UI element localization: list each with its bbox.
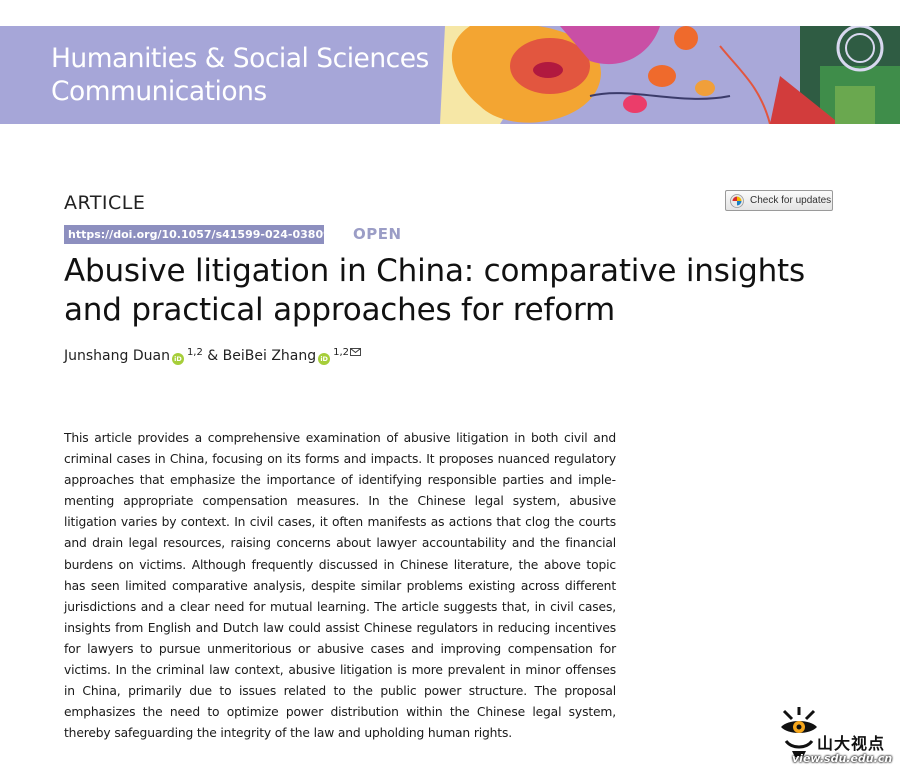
journal-banner: Humanities & Social Sciences Communicati… [0, 26, 900, 124]
journal-name-line1: Humanities & Social Sciences [51, 43, 429, 74]
check-for-updates-button[interactable]: Check for updates [725, 190, 833, 211]
doi-link[interactable]: https://doi.org/10.1057/s41599-024-03809… [64, 225, 324, 244]
check-updates-icon [730, 193, 744, 208]
abstract: This article provides a comprehensive ex… [64, 431, 616, 741]
article-type: ARTICLE [64, 192, 146, 214]
author-affiliations[interactable]: 1,2 [186, 347, 203, 358]
orcid-icon[interactable]: iD [171, 353, 184, 365]
sdu-logo-icon [781, 707, 817, 757]
watermark-text: 山大视点 [817, 734, 886, 753]
author-separator: & [207, 348, 219, 364]
author-name[interactable]: BeiBei Zhang [222, 348, 317, 364]
open-access-label: OPEN [353, 225, 402, 243]
mail-icon[interactable] [350, 348, 361, 356]
journal-name-line2: Communications [51, 76, 267, 107]
orcid-icon[interactable]: iD [318, 353, 331, 365]
author-list: Junshang Duan iD1,2 & BeiBei Zhang iD1,2 [64, 347, 361, 365]
check-updates-label: Check for updates [750, 195, 832, 206]
journal-name[interactable]: Humanities & Social Sciences Communicati… [51, 42, 429, 108]
article-title: Abusive litigation in China: comparative… [64, 253, 805, 328]
banner-artwork [440, 26, 900, 124]
author-affiliations[interactable]: 1,2 [333, 347, 350, 358]
watermark-url: view.sdu.edu.cn [792, 752, 893, 765]
author-name[interactable]: Junshang Duan [64, 348, 170, 364]
